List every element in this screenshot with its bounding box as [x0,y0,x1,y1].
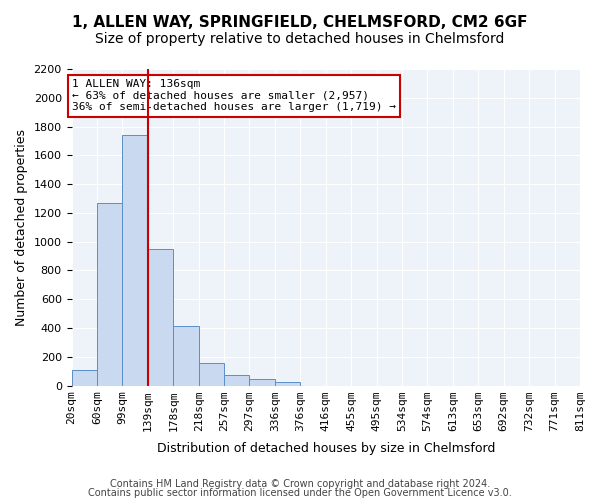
Text: Contains public sector information licensed under the Open Government Licence v3: Contains public sector information licen… [88,488,512,498]
Bar [224,374,250,386]
Y-axis label: Number of detached properties: Number of detached properties [15,129,28,326]
Bar [122,135,148,386]
Bar [148,249,173,386]
Text: Contains HM Land Registry data © Crown copyright and database right 2024.: Contains HM Land Registry data © Crown c… [110,479,490,489]
X-axis label: Distribution of detached houses by size in Chelmsford: Distribution of detached houses by size … [157,442,495,455]
Text: 1 ALLEN WAY: 136sqm
← 63% of detached houses are smaller (2,957)
36% of semi-det: 1 ALLEN WAY: 136sqm ← 63% of detached ho… [72,79,396,112]
Text: 1, ALLEN WAY, SPRINGFIELD, CHELMSFORD, CM2 6GF: 1, ALLEN WAY, SPRINGFIELD, CHELMSFORD, C… [72,15,528,30]
Bar [173,326,199,386]
Text: Size of property relative to detached houses in Chelmsford: Size of property relative to detached ho… [95,32,505,46]
Bar [97,203,122,386]
Bar [250,379,275,386]
Bar [275,382,301,386]
Bar [71,370,97,386]
Bar [199,363,224,386]
